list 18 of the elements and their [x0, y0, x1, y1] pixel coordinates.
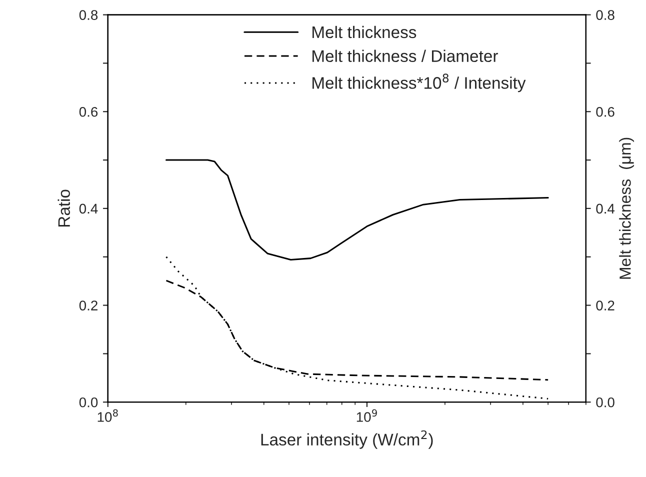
y-tick-label: 0.4 [79, 204, 98, 214]
x-tick-label: 10$^{8}$ [98, 409, 118, 422]
y-tick-label: 0.6 [79, 106, 98, 117]
y2-tick-label: 0.6 [596, 106, 614, 117]
y2-tick-label: 0.0 [596, 397, 614, 408]
y-axis-title: Ratio [58, 190, 70, 227]
y2-axis-title: Melt thickness (μm) [619, 138, 634, 279]
y-tick-label: 0.0 [79, 397, 98, 408]
legend-label: Melt thickness*10$^{8}$ / Intensity [312, 74, 526, 92]
x-axis-title: Laser intensity (W/cm$^{2}$) [261, 430, 433, 449]
y-tick-label: 0.8 [79, 10, 98, 20]
legend-label: Melt thickness / Diameter [312, 50, 498, 62]
legend-label: Melt thickness [312, 26, 416, 38]
y2-tick-label: 0.4 [596, 204, 615, 214]
y-tick-label: 0.2 [79, 300, 98, 310]
y2-tick-label: 0.8 [596, 10, 614, 20]
x-tick-label: 10$^{9}$ [356, 409, 377, 422]
y2-tick-label: 0.2 [596, 300, 614, 310]
